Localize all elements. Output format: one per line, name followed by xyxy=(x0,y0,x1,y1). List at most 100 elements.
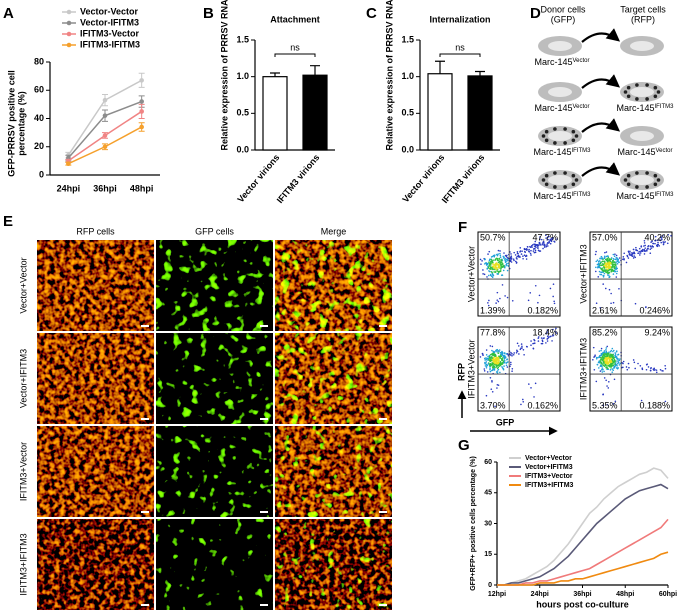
event-dot xyxy=(497,249,500,252)
event-dot xyxy=(616,257,618,259)
event-dot xyxy=(553,241,556,243)
event-dot xyxy=(520,343,523,345)
bar xyxy=(302,74,328,151)
event-dot xyxy=(487,274,490,277)
event-dot xyxy=(496,350,498,353)
event-dot xyxy=(603,357,605,359)
cell-label-sup: IFITM3 xyxy=(655,192,675,198)
event-dot xyxy=(597,260,600,263)
event-dot xyxy=(606,385,608,387)
virus-dot xyxy=(626,173,631,178)
event-dot xyxy=(519,251,521,253)
event-dot xyxy=(488,263,491,266)
quadrant-percentage: 40.2% xyxy=(644,232,670,242)
legend-marker xyxy=(66,9,72,15)
event-dot xyxy=(516,250,519,253)
event-dot xyxy=(532,250,535,252)
event-dot xyxy=(601,363,604,365)
event-dot xyxy=(482,354,484,357)
event-dot xyxy=(548,240,550,243)
event-dot xyxy=(650,247,653,249)
virus-dot xyxy=(571,138,576,143)
event-dot xyxy=(501,274,503,276)
event-dot xyxy=(500,353,502,355)
event-dot xyxy=(539,236,541,238)
series-line xyxy=(497,483,669,586)
y-axis-label: Relative expression of PRRSV RNA xyxy=(219,0,229,151)
panel-letter: B xyxy=(203,5,214,22)
event-dot xyxy=(662,241,664,243)
event-dot xyxy=(534,382,537,385)
event-dot xyxy=(491,263,494,265)
event-dot xyxy=(491,261,494,263)
event-dot xyxy=(616,263,619,265)
virus-dot xyxy=(544,173,549,178)
event-dot xyxy=(499,262,501,264)
event-dot xyxy=(487,363,490,365)
event-dot xyxy=(537,246,539,248)
event-dot xyxy=(612,261,615,264)
event-dot xyxy=(601,369,603,371)
event-dot xyxy=(607,352,610,355)
event-dot xyxy=(612,349,615,352)
event-dot xyxy=(639,364,642,367)
event-dot xyxy=(510,257,513,259)
donor-header: Donor cells xyxy=(540,4,586,14)
event-dot xyxy=(611,263,614,266)
event-dot xyxy=(504,260,507,262)
event-dot xyxy=(496,383,499,386)
row-label: IFITM3+Vector xyxy=(18,442,28,501)
event-dot xyxy=(489,268,492,270)
event-dot xyxy=(627,362,630,365)
event-dot xyxy=(535,246,537,248)
event-dot xyxy=(611,267,613,269)
event-dot xyxy=(479,356,482,358)
event-dot xyxy=(534,240,537,243)
scale-bar xyxy=(379,418,387,420)
event-dot xyxy=(495,366,497,369)
event-dot xyxy=(549,287,552,290)
event-dot xyxy=(536,244,539,247)
event-dot xyxy=(597,276,600,278)
micrograph xyxy=(275,426,392,517)
event-dot xyxy=(538,336,540,338)
y-tick-label: 1.0 xyxy=(401,71,414,81)
event-dot xyxy=(501,358,503,361)
event-dot xyxy=(643,245,645,247)
event-dot xyxy=(625,366,628,368)
event-dot xyxy=(499,258,501,261)
event-dot xyxy=(614,253,616,256)
event-dot xyxy=(599,262,602,265)
quadrant-percentage: 0.246% xyxy=(639,305,670,315)
event-dot xyxy=(488,250,491,253)
event-dot xyxy=(644,244,646,247)
event-dot xyxy=(541,342,544,345)
event-dot xyxy=(527,299,530,302)
event-dot xyxy=(609,353,612,355)
event-dot xyxy=(494,405,496,408)
event-dot xyxy=(531,246,533,248)
event-dot xyxy=(646,249,648,251)
event-dot xyxy=(605,349,607,351)
event-dot xyxy=(657,241,659,244)
event-dot xyxy=(499,351,502,354)
event-dot xyxy=(628,366,630,369)
event-dot xyxy=(487,265,489,268)
event-dot xyxy=(664,400,667,403)
event-dot xyxy=(511,299,514,302)
arrow xyxy=(581,28,621,43)
event-dot xyxy=(487,357,490,360)
event-dot xyxy=(601,268,603,271)
scale-bar xyxy=(141,325,149,327)
event-dot xyxy=(494,271,497,273)
event-dot xyxy=(481,352,484,355)
annotation: ns xyxy=(290,42,300,52)
event-dot xyxy=(552,283,555,285)
bar xyxy=(262,76,288,151)
event-dot xyxy=(497,384,500,386)
event-dot xyxy=(487,302,489,304)
event-dot xyxy=(635,246,637,249)
column-header: RFP cells xyxy=(76,226,115,236)
cell-nucleus xyxy=(630,175,654,185)
